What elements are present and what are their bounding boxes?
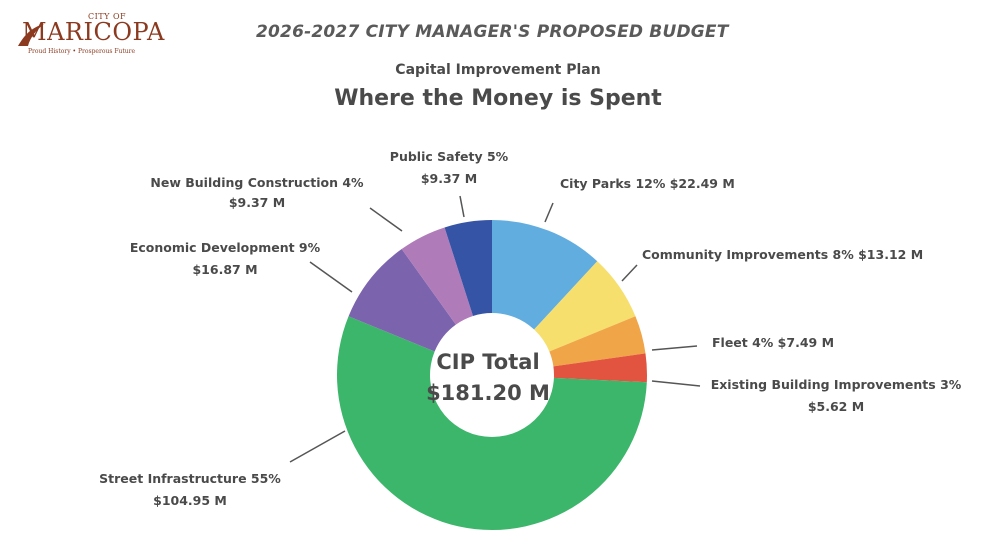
budget-title: 2026-2027 CITY MANAGER'S PROPOSED BUDGET [256, 22, 729, 42]
leader-line [459, 195, 465, 218]
center-label: CIP Total [436, 350, 539, 374]
leader-line [651, 380, 701, 387]
leader-line [621, 264, 638, 282]
chart-title: Where the Money is Spent [334, 86, 662, 111]
slice-label: Economic Development 9% [130, 240, 321, 255]
slice-existing-building-improvements [553, 353, 647, 383]
slice-amount: $9.37 M [229, 195, 285, 210]
slice-amount: $9.37 M [421, 171, 477, 186]
slice-label: Existing Building Improvements 3% [711, 377, 962, 392]
slice-fleet [549, 316, 646, 367]
leader-line [369, 207, 403, 232]
slice-label: Community Improvements 8% $13.12 M [642, 247, 923, 262]
slice-label: New Building Construction 4% [150, 175, 364, 190]
slice-amount: $104.95 M [153, 493, 227, 508]
chart-subtitle: Capital Improvement Plan [395, 62, 601, 78]
slice-label: Fleet 4% $7.49 M [712, 335, 834, 350]
logo-city-of: CITY OF [88, 12, 127, 21]
logo-name: MARICOPA [22, 18, 165, 46]
leader-line [289, 430, 346, 463]
slice-amount: $5.62 M [808, 399, 864, 414]
slice-city-parks [492, 220, 598, 330]
slice-new-building-construction [401, 227, 474, 325]
slice-label: City Parks 12% $22.49 M [560, 176, 735, 191]
leader-line [309, 261, 353, 293]
slice-street-infrastructure [337, 316, 647, 530]
slice-amount: $16.87 M [192, 262, 257, 277]
slice-label: Street Infrastructure 55% [99, 471, 281, 486]
slice-community-improvements [534, 261, 636, 352]
slice-public-safety [444, 220, 492, 316]
slice-label: Public Safety 5% [390, 149, 509, 164]
center-total: $181.20 M [426, 381, 550, 405]
slice-economic-development [348, 249, 456, 352]
city-logo: CITY OF MARICOPA Proud History • Prosper… [18, 12, 180, 56]
leader-line [544, 202, 554, 223]
logo-tagline: Proud History • Prosperous Future [28, 48, 136, 55]
logo-mountain-icon [18, 24, 44, 46]
leader-line [651, 345, 698, 351]
